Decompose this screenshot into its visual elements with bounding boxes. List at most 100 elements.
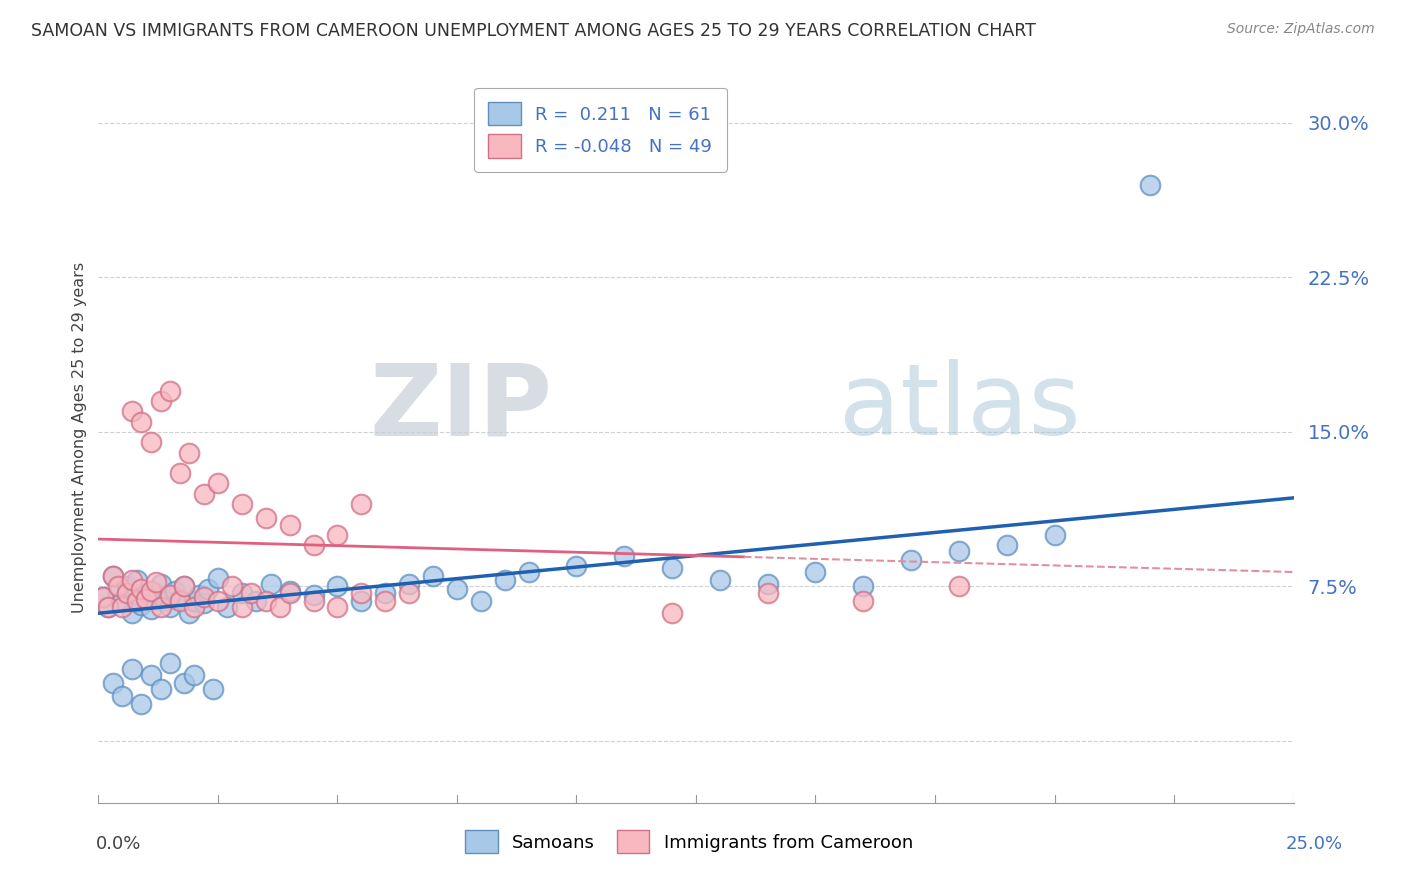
- Point: [131, 697, 153, 711]
- Point: [254, 511, 277, 525]
- Point: [398, 585, 420, 599]
- Point: [159, 384, 181, 398]
- Point: [948, 544, 970, 558]
- Point: [374, 594, 396, 608]
- Point: [183, 600, 205, 615]
- Point: [145, 575, 167, 590]
- Point: [852, 594, 875, 608]
- Point: [613, 549, 636, 563]
- Point: [183, 668, 205, 682]
- Legend: R =  0.211   N = 61, R = -0.048   N = 49: R = 0.211 N = 61, R = -0.048 N = 49: [474, 87, 727, 172]
- Point: [115, 579, 138, 593]
- Point: [302, 594, 325, 608]
- Point: [169, 594, 191, 608]
- Point: [398, 577, 420, 591]
- Point: [131, 598, 153, 612]
- Point: [121, 662, 143, 676]
- Point: [231, 585, 253, 599]
- Point: [197, 582, 219, 596]
- Point: [159, 600, 181, 615]
- Point: [149, 577, 172, 591]
- Point: [173, 579, 195, 593]
- Point: [149, 394, 172, 409]
- Point: [97, 600, 120, 615]
- Point: [101, 569, 124, 583]
- Point: [149, 682, 172, 697]
- Point: [179, 445, 201, 459]
- Point: [422, 569, 444, 583]
- Point: [121, 606, 143, 620]
- Point: [193, 487, 215, 501]
- Text: SAMOAN VS IMMIGRANTS FROM CAMEROON UNEMPLOYMENT AMONG AGES 25 TO 29 YEARS CORREL: SAMOAN VS IMMIGRANTS FROM CAMEROON UNEMP…: [31, 22, 1036, 40]
- Point: [131, 415, 153, 429]
- Point: [187, 588, 209, 602]
- Text: Source: ZipAtlas.com: Source: ZipAtlas.com: [1227, 22, 1375, 37]
- Point: [709, 574, 731, 588]
- Point: [517, 565, 540, 579]
- Point: [995, 538, 1018, 552]
- Point: [269, 600, 291, 615]
- Point: [254, 594, 277, 608]
- Point: [374, 585, 396, 599]
- Point: [179, 606, 201, 620]
- Point: [183, 594, 205, 608]
- Point: [202, 682, 225, 697]
- Point: [101, 676, 124, 690]
- Point: [565, 558, 588, 573]
- Point: [756, 577, 779, 591]
- Point: [135, 590, 157, 604]
- Point: [139, 602, 162, 616]
- Point: [1043, 528, 1066, 542]
- Point: [207, 476, 229, 491]
- Point: [326, 600, 349, 615]
- Point: [900, 552, 922, 566]
- Point: [217, 600, 239, 615]
- Point: [139, 583, 162, 598]
- Text: ZIP: ZIP: [370, 359, 553, 457]
- Point: [125, 594, 148, 608]
- Point: [91, 590, 114, 604]
- Point: [207, 571, 229, 585]
- Point: [231, 497, 253, 511]
- Point: [169, 591, 191, 606]
- Point: [852, 579, 875, 593]
- Point: [240, 585, 263, 599]
- Point: [350, 497, 373, 511]
- Point: [121, 404, 143, 418]
- Point: [145, 585, 167, 599]
- Point: [173, 579, 195, 593]
- Point: [350, 594, 373, 608]
- Point: [131, 582, 153, 596]
- Point: [139, 668, 162, 682]
- Point: [1139, 178, 1161, 192]
- Legend: Samoans, Immigrants from Cameroon: Samoans, Immigrants from Cameroon: [458, 823, 920, 861]
- Point: [245, 594, 267, 608]
- Point: [326, 528, 349, 542]
- Point: [231, 600, 253, 615]
- Point: [101, 569, 124, 583]
- Point: [350, 585, 373, 599]
- Y-axis label: Unemployment Among Ages 25 to 29 years: Unemployment Among Ages 25 to 29 years: [72, 261, 87, 613]
- Point: [259, 577, 281, 591]
- Point: [278, 517, 301, 532]
- Point: [135, 591, 157, 606]
- Text: 0.0%: 0.0%: [96, 835, 141, 853]
- Point: [173, 676, 195, 690]
- Point: [278, 585, 301, 599]
- Point: [302, 538, 325, 552]
- Point: [121, 574, 143, 588]
- Point: [446, 582, 468, 596]
- Point: [139, 435, 162, 450]
- Point: [125, 574, 148, 588]
- Point: [661, 561, 683, 575]
- Text: 25.0%: 25.0%: [1285, 835, 1343, 853]
- Point: [470, 594, 492, 608]
- Point: [149, 600, 172, 615]
- Point: [163, 583, 186, 598]
- Point: [193, 596, 215, 610]
- Point: [302, 588, 325, 602]
- Point: [91, 590, 114, 604]
- Point: [159, 588, 181, 602]
- Text: atlas: atlas: [839, 359, 1081, 457]
- Point: [159, 656, 181, 670]
